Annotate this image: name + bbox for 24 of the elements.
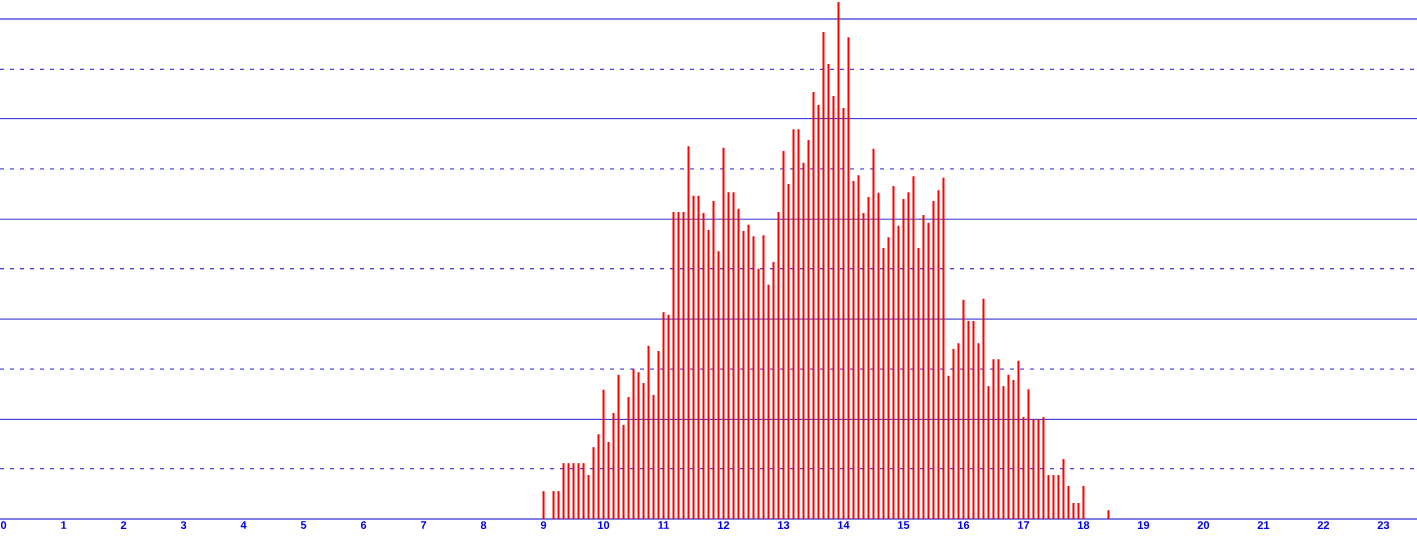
x-tick-label: 5 xyxy=(300,521,307,529)
x-tick-label: 0 xyxy=(0,521,7,529)
x-tick-label: 23 xyxy=(1377,521,1390,530)
x-tick-label: 14 xyxy=(838,521,850,529)
x-tick-label: 1 xyxy=(61,521,67,529)
x-tick-label: 15 xyxy=(898,521,910,529)
x-tick-label: 4 xyxy=(240,521,247,529)
x-tick-label: 19 xyxy=(1138,521,1150,529)
x-tick-label: 18 xyxy=(1078,521,1090,529)
x-tick-label: 17 xyxy=(1018,521,1030,529)
x-tick-label: 12 xyxy=(718,521,730,529)
x-tick-label: 8 xyxy=(480,521,487,529)
x-tick-label: 20 xyxy=(1197,521,1210,529)
x-tick-label: 9 xyxy=(540,521,547,529)
x-tick-label: 7 xyxy=(420,521,427,529)
x-tick-label: 6 xyxy=(360,521,367,529)
x-tick-label: 13 xyxy=(778,521,790,530)
x-tick-label: 16 xyxy=(958,521,970,529)
x-tick-label: 10 xyxy=(598,521,610,529)
x-tick-label: 22 xyxy=(1317,521,1330,529)
x-tick-label: 21 xyxy=(1257,521,1270,529)
x-tick-label: 11 xyxy=(658,521,670,529)
x-tick-label: 3 xyxy=(180,521,187,530)
x-tick-label: 2 xyxy=(120,521,127,529)
